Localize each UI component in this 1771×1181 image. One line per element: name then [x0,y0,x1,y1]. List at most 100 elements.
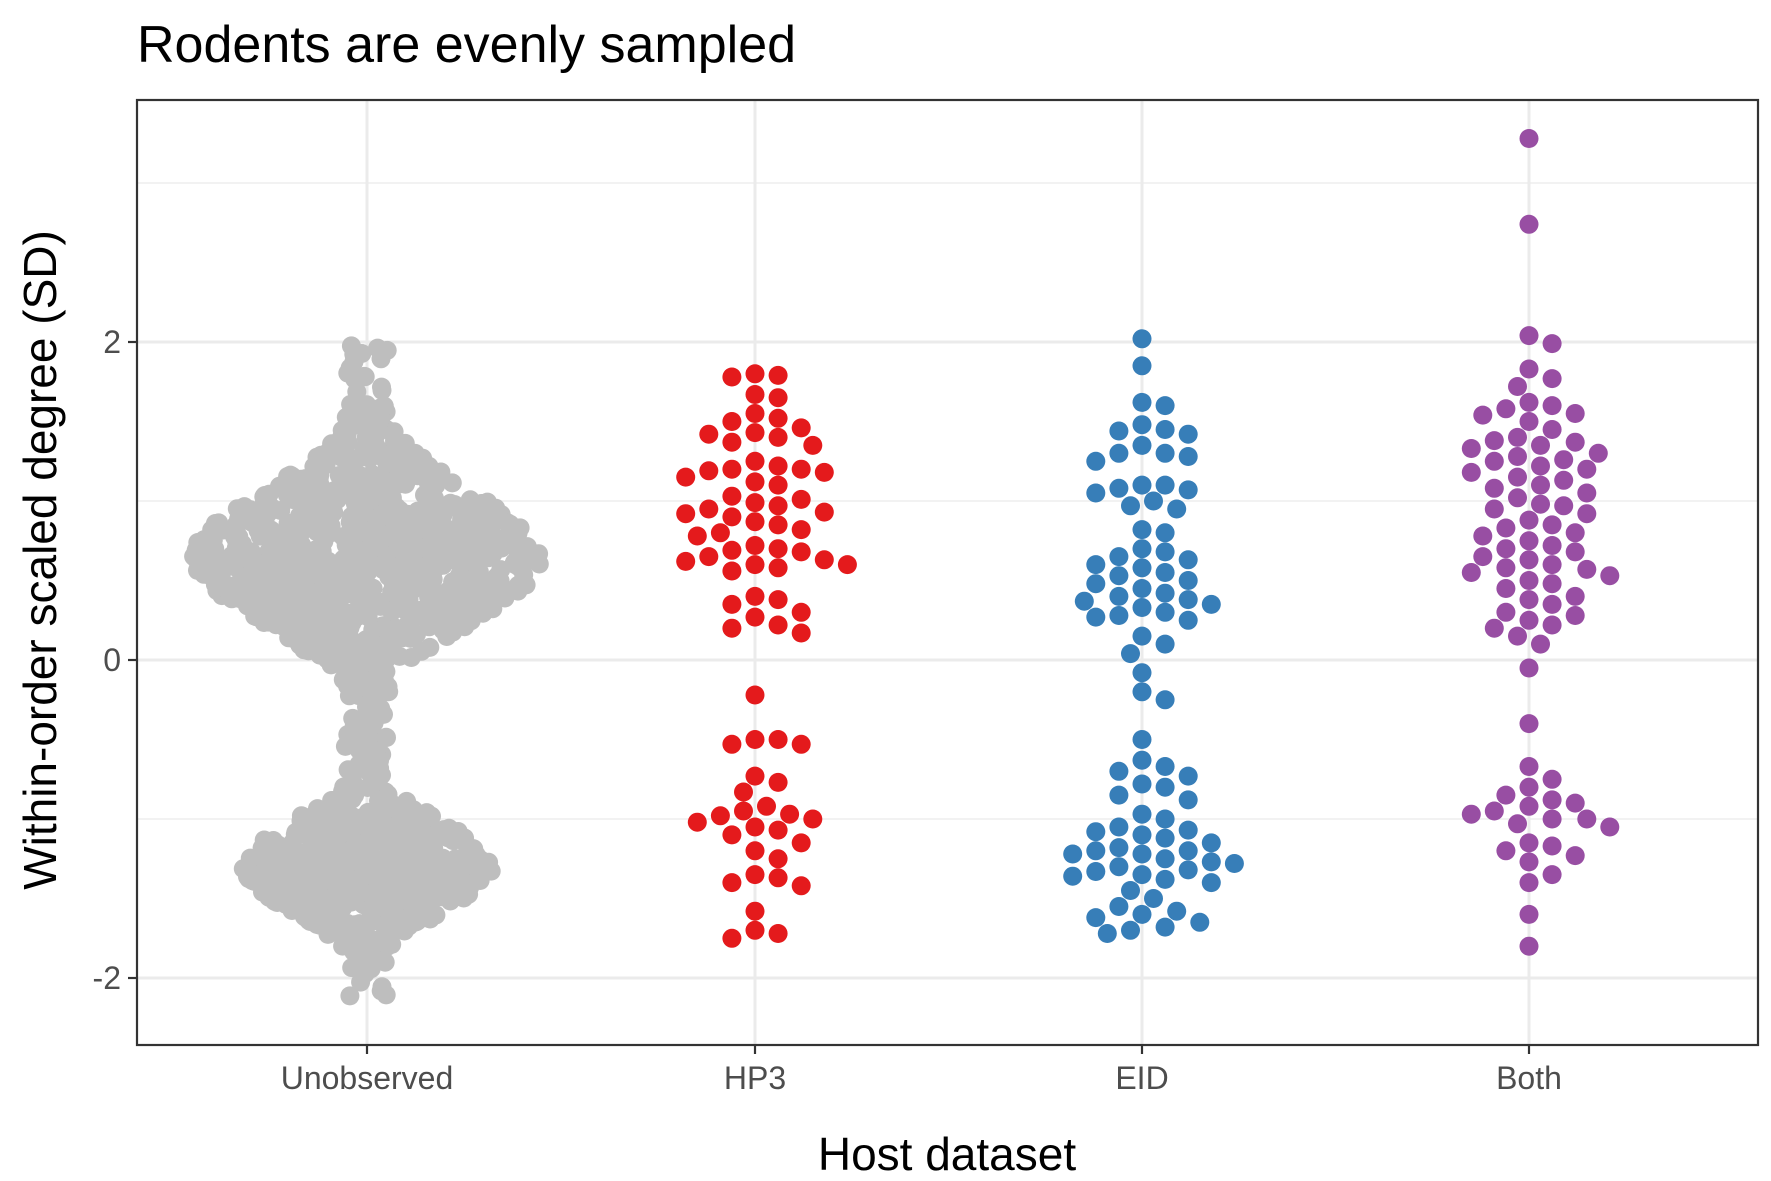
data-point-eid [1167,499,1187,519]
data-point-hp3 [676,504,696,524]
data-point-eid [1132,626,1152,646]
data-point-both [1519,571,1539,590]
data-point-unobserved [351,972,371,992]
data-point-unobserved [352,344,372,363]
data-point-unobserved [341,394,361,414]
data-point-unobserved [340,986,360,1006]
data-point-hp3 [791,876,811,896]
data-point-eid [1178,550,1198,570]
data-point-both [1577,504,1597,524]
data-point-both [1542,574,1562,594]
data-point-hp3 [780,804,800,824]
data-point-unobserved [245,562,265,582]
data-point-hp3 [745,472,765,492]
data-point-unobserved [398,887,418,906]
data-point-unobserved [467,511,486,531]
data-point-unobserved [291,806,311,826]
data-point-unobserved [304,898,324,918]
data-point-both [1554,470,1574,490]
data-point-unobserved [378,845,398,865]
x-tick-label: EID [1115,1060,1168,1096]
data-point-both [1519,796,1539,816]
y-axis: -2 0 2 [93,324,137,996]
data-point-hp3 [722,486,742,506]
data-point-eid [1132,750,1152,770]
data-point-unobserved [418,847,438,867]
data-point-unobserved [428,464,448,484]
y-axis-title: Within-order scaled degree (SD) [14,230,66,890]
data-point-both [1496,579,1516,598]
data-point-unobserved [511,550,531,570]
data-point-hp3 [722,459,742,479]
data-point-eid [1155,828,1175,848]
data-point-eid [1132,904,1152,924]
data-point-both [1542,515,1562,535]
data-point-both [1484,431,1504,451]
data-point-unobserved [306,564,326,584]
data-point-both [1542,420,1562,439]
plot-panel [135,98,1760,1047]
data-point-both [1519,510,1539,530]
y-tick-label: 0 [103,642,121,678]
data-point-unobserved [330,648,350,668]
data-point-both [1508,626,1527,646]
data-point-eid [1132,329,1152,349]
data-point-hp3 [768,820,788,840]
data-point-unobserved [357,697,376,717]
data-point-both [1519,550,1539,570]
data-point-unobserved [357,395,377,415]
data-point-both [1519,873,1539,893]
data-point-both [1519,392,1539,412]
x-tick-label: Both [1496,1060,1562,1096]
data-point-unobserved [246,586,266,605]
data-point-hp3 [722,561,742,581]
data-point-unobserved [349,523,369,543]
data-point-unobserved [264,837,284,857]
data-point-unobserved [417,808,437,828]
data-point-hp3 [699,499,719,519]
data-point-eid [1178,790,1198,810]
data-point-both [1554,496,1574,516]
data-point-unobserved [385,517,405,536]
data-point-both [1519,359,1539,379]
data-point-unobserved [184,546,204,566]
data-point-hp3 [745,766,765,786]
data-point-unobserved [326,832,346,852]
data-point-eid [1132,730,1152,749]
data-point-hp3 [768,558,788,578]
data-point-hp3 [745,536,765,555]
data-point-unobserved [448,853,468,873]
data-point-hp3 [745,555,765,575]
data-point-unobserved [317,610,337,630]
data-point-eid [1086,822,1106,842]
data-point-hp3 [791,623,811,643]
data-point-both [1542,769,1562,789]
data-point-hp3 [768,849,788,869]
data-point-eid [1109,897,1129,916]
data-point-unobserved [225,527,244,547]
data-point-both [1519,936,1539,956]
data-point-unobserved [469,865,489,885]
data-point-eid [1109,586,1129,606]
data-point-unobserved [253,882,272,902]
data-point-unobserved [238,503,258,523]
data-point-eid [1109,547,1129,567]
data-point-eid [1132,865,1152,885]
data-point-unobserved [485,508,505,528]
data-point-both [1519,326,1539,346]
data-point-eid [1132,804,1152,824]
data-point-both [1519,833,1539,853]
data-point-both [1542,594,1562,614]
data-point-eid [1109,566,1129,586]
data-point-hp3 [768,496,788,516]
data-point-unobserved [333,781,353,801]
chart-title: Rodents are evenly sampled [137,16,796,74]
data-point-hp3 [722,618,742,638]
data-point-eid [1074,591,1094,611]
data-point-eid [1155,849,1175,869]
data-point-hp3 [745,404,765,423]
data-point-eid [1086,607,1106,627]
data-point-unobserved [377,728,396,747]
data-point-unobserved [283,887,303,907]
data-point-unobserved [369,421,389,440]
